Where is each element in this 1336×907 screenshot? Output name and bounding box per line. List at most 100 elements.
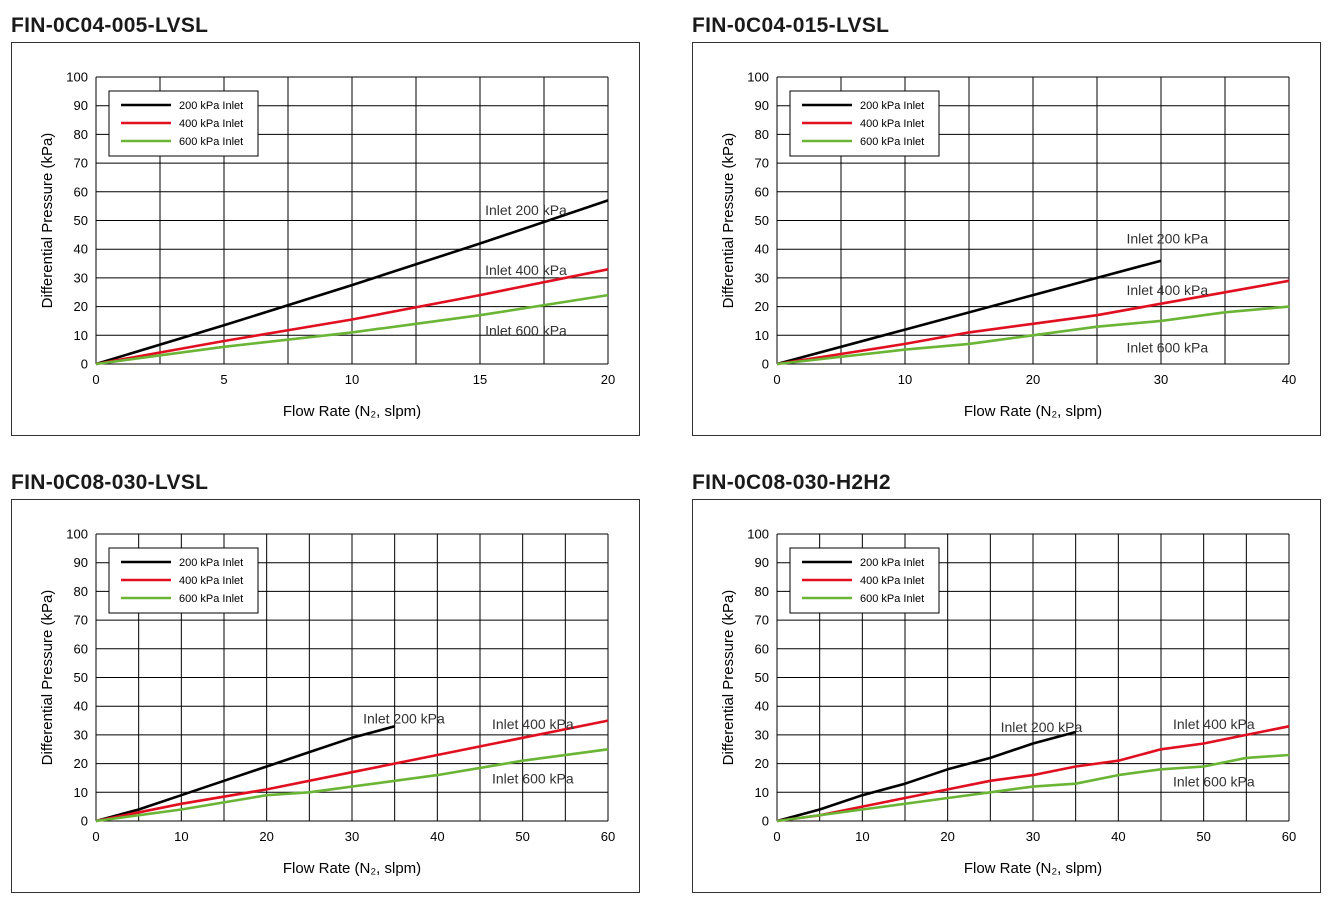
x-axis-label: Flow Rate (N₂, slpm) (964, 860, 1102, 877)
series-annotation: Inlet 600 kPa (1173, 774, 1255, 790)
y-tick-label: 30 (755, 270, 769, 285)
y-tick-label: 0 (762, 814, 769, 829)
legend-label: 200 kPa Inlet (860, 100, 924, 112)
x-tick-label: 60 (1282, 829, 1296, 844)
chart-svg: 0 10 20 30 40 50 60 70 80 90 100 0 10 20 30 40 50 60 Flow … (39, 527, 615, 878)
y-tick-label: 90 (755, 555, 769, 570)
series-line-3 (95, 293, 609, 366)
x-tick-label: 5 (220, 372, 227, 387)
legend-label: 200 kPa Inlet (860, 557, 924, 569)
legend-label: 200 kPa Inlet (179, 100, 243, 112)
x-tick-label: 60 (601, 829, 615, 844)
y-tick-label: 50 (755, 670, 769, 685)
x-tick-label: 20 (1026, 372, 1040, 387)
series-line-2 (95, 719, 609, 823)
x-tick-label: 50 (515, 829, 529, 844)
x-tick-label: 10 (174, 829, 188, 844)
x-axis-label: Flow Rate (N₂, slpm) (283, 860, 421, 877)
y-tick-label: 20 (74, 299, 88, 314)
chart-title: FIN-0C04-005-LVSL (11, 14, 209, 37)
series-annotation: Inlet 200 kPa (1126, 230, 1208, 246)
x-tick-label: 0 (773, 829, 780, 844)
chart-panel-1: FIN-0C04-005-LVSL 0 10 20 30 40 50 60 70 80 90 100… (11, 14, 642, 444)
series-annotation: Inlet 200 kPa (1001, 719, 1083, 735)
chart-title: FIN-0C08-030-H2H2 (692, 471, 891, 494)
series-annotation: Inlet 600 kPa (492, 771, 574, 787)
chart-panel-2: FIN-0C04-015-LVSL 0 10 20 30 40 50 60 70 80 90 100… (692, 14, 1323, 444)
y-tick-label: 20 (755, 756, 769, 771)
y-tick-label: 50 (74, 213, 88, 228)
y-tick-label: 10 (74, 785, 88, 800)
x-tick-label: 20 (259, 829, 273, 844)
y-axis-label: Differential Pressure (kPa) (39, 133, 56, 309)
chart-svg: 0 10 20 30 40 50 60 70 80 90 100 0 10 20 30 40 50 60 Flow … (720, 527, 1296, 878)
chart-title: FIN-0C08-030-LVSL (11, 471, 209, 494)
series-line-3 (95, 748, 609, 823)
x-tick-label: 0 (92, 829, 99, 844)
y-tick-label: 80 (755, 584, 769, 599)
y-tick-label: 80 (74, 584, 88, 599)
y-tick-label: 30 (755, 727, 769, 742)
y-tick-label: 60 (755, 641, 769, 656)
y-axis-label: Differential Pressure (kPa) (720, 590, 737, 766)
series-annotation: Inlet 400 kPa (485, 262, 567, 278)
y-tick-label: 40 (755, 699, 769, 714)
y-tick-label: 90 (755, 98, 769, 113)
y-axis-label: Differential Pressure (kPa) (39, 590, 56, 766)
y-tick-label: 70 (74, 613, 88, 628)
legend-label: 600 kPa Inlet (179, 136, 243, 148)
x-tick-label: 40 (430, 829, 444, 844)
y-tick-label: 100 (747, 70, 769, 85)
series-line-1 (776, 259, 1162, 366)
y-tick-label: 0 (81, 357, 88, 372)
y-tick-label: 20 (74, 756, 88, 771)
series-line-1 (776, 730, 1077, 823)
x-tick-label: 10 (898, 372, 912, 387)
y-tick-label: 90 (74, 555, 88, 570)
series-line-1 (95, 725, 396, 823)
y-tick-label: 100 (66, 527, 88, 542)
legend-label: 400 kPa Inlet (860, 575, 924, 587)
legend-label: 400 kPa Inlet (860, 118, 924, 130)
y-tick-label: 10 (755, 328, 769, 343)
y-tick-label: 40 (755, 242, 769, 257)
y-tick-label: 70 (755, 156, 769, 171)
series-line-3 (776, 305, 1290, 366)
legend-label: 600 kPa Inlet (179, 593, 243, 605)
y-tick-label: 60 (74, 641, 88, 656)
x-tick-label: 10 (345, 372, 359, 387)
series-line-2 (776, 279, 1290, 366)
series-annotation: Inlet 600 kPa (1126, 340, 1208, 356)
y-tick-label: 30 (74, 270, 88, 285)
y-tick-label: 80 (74, 127, 88, 142)
legend-label: 200 kPa Inlet (179, 557, 243, 569)
y-tick-label: 50 (755, 213, 769, 228)
series-line-3 (776, 753, 1290, 823)
y-tick-label: 10 (74, 328, 88, 343)
y-tick-label: 70 (74, 156, 88, 171)
series-line-2 (95, 268, 609, 366)
chart-svg: 0 10 20 30 40 50 60 70 80 90 100 0 10 20 30 40 Flow Rate… (720, 70, 1296, 421)
chart-svg: 0 10 20 30 40 50 60 70 80 90 100 0 5 10 15 20 Flow Rate … (39, 70, 615, 421)
series-annotation: Inlet 400 kPa (1126, 282, 1208, 298)
x-tick-label: 20 (940, 829, 954, 844)
y-tick-label: 0 (81, 814, 88, 829)
y-tick-label: 0 (762, 357, 769, 372)
y-tick-label: 50 (74, 670, 88, 685)
chart-title: FIN-0C04-015-LVSL (692, 14, 890, 37)
x-tick-label: 50 (1196, 829, 1210, 844)
y-tick-label: 70 (755, 613, 769, 628)
series-annotation: Inlet 200 kPa (363, 710, 445, 726)
y-tick-label: 100 (747, 527, 769, 542)
x-tick-label: 30 (1026, 829, 1040, 844)
legend-label: 600 kPa Inlet (860, 136, 924, 148)
series-annotation: Inlet 400 kPa (1173, 716, 1255, 732)
series-annotation: Inlet 200 kPa (485, 202, 567, 218)
series-annotation: Inlet 400 kPa (492, 716, 574, 732)
x-tick-label: 30 (1154, 372, 1168, 387)
y-tick-label: 30 (74, 727, 88, 742)
legend-label: 600 kPa Inlet (860, 593, 924, 605)
x-tick-label: 40 (1282, 372, 1296, 387)
y-axis-label: Differential Pressure (kPa) (720, 133, 737, 309)
x-tick-label: 30 (345, 829, 359, 844)
